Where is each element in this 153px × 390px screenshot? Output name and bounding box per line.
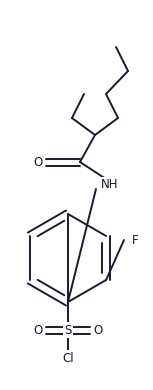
Text: Cl: Cl — [62, 351, 74, 365]
Text: O: O — [93, 323, 103, 337]
Text: O: O — [33, 156, 43, 168]
Text: S: S — [64, 323, 72, 337]
Text: F: F — [132, 234, 139, 246]
Text: O: O — [33, 323, 43, 337]
Text: NH: NH — [101, 179, 119, 191]
